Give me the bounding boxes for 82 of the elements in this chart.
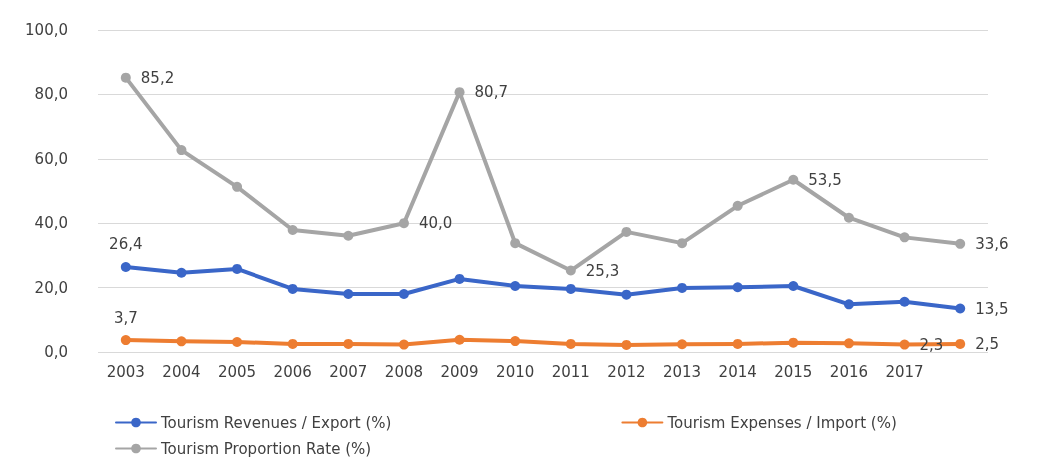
point — [565, 338, 576, 349]
point — [899, 296, 910, 307]
point — [788, 280, 799, 291]
point — [454, 273, 465, 284]
x-tick-label: 2008 — [384, 362, 424, 381]
point — [955, 238, 966, 249]
y-tick-label: 60,0 — [34, 149, 68, 168]
data-label: 25,3 — [585, 261, 620, 280]
data-label: 85,2 — [140, 68, 175, 87]
point — [120, 72, 131, 83]
x-tick-label: 2013 — [662, 362, 702, 381]
point — [287, 224, 298, 235]
x-tick-label: 2006 — [273, 362, 312, 381]
point — [788, 337, 799, 348]
point — [454, 334, 465, 345]
x-tick-label: 2004 — [162, 362, 201, 381]
legend-label: Tourism Revenues / Export (%) — [160, 413, 392, 432]
data-label: 3,7 — [113, 308, 138, 327]
point — [176, 145, 187, 156]
point — [232, 181, 243, 192]
x-tick-label: 2014 — [718, 362, 757, 381]
x-tick-label: 2017 — [885, 362, 924, 381]
x-tick-label: 2003 — [106, 362, 145, 381]
data-label: 26,4 — [109, 235, 143, 254]
point — [232, 263, 243, 274]
x-tick-label: 2011 — [551, 362, 590, 381]
point — [398, 218, 409, 229]
point — [677, 238, 688, 249]
y-tick-label: 0,0 — [44, 343, 68, 361]
x-tick-label: 2015 — [774, 362, 813, 381]
point — [732, 338, 743, 349]
point — [843, 338, 854, 349]
point — [343, 230, 354, 241]
x-tick-label: 2012 — [607, 362, 646, 381]
y-tick-label: 40,0 — [34, 214, 68, 233]
point — [732, 282, 743, 293]
point — [510, 280, 521, 291]
y-tick-label: 80,0 — [34, 85, 68, 104]
point — [899, 339, 910, 350]
point — [343, 338, 354, 349]
point — [565, 283, 576, 294]
point — [287, 283, 298, 294]
point — [899, 232, 910, 243]
y-tick-label: 20,0 — [34, 278, 68, 297]
point — [732, 200, 743, 211]
data-label: 33,6 — [975, 234, 1009, 253]
point — [120, 261, 131, 272]
point — [510, 336, 521, 347]
data-label: 80,7 — [474, 83, 508, 102]
point — [955, 303, 966, 314]
data-label: 2,3 — [919, 335, 944, 354]
point — [232, 337, 243, 348]
point — [398, 289, 409, 300]
data-label: 2,5 — [975, 334, 1000, 353]
point — [621, 289, 632, 300]
point — [843, 299, 854, 310]
point — [843, 212, 854, 223]
legend-label: Tourism Expenses / Import (%) — [666, 413, 897, 432]
point — [176, 336, 187, 347]
data-label: 40,0 — [418, 214, 453, 233]
point — [955, 338, 966, 349]
x-tick-label: 2009 — [440, 362, 479, 381]
point — [565, 265, 576, 276]
x-tick-label: 2016 — [829, 362, 869, 381]
point — [621, 339, 632, 350]
y-tick-label: 100,0 — [25, 21, 68, 39]
x-tick-label: 2005 — [217, 362, 257, 381]
x-tick-label: 2007 — [329, 362, 368, 381]
legend-label: Tourism Proportion Rate (%) — [160, 439, 372, 458]
point — [677, 339, 688, 350]
point — [788, 174, 799, 185]
point — [677, 282, 688, 293]
point — [287, 338, 298, 349]
point — [398, 339, 409, 350]
data-label: 13,5 — [975, 299, 1009, 318]
x-tick-label: 2010 — [496, 362, 535, 381]
point — [120, 335, 131, 346]
point — [343, 289, 354, 300]
data-label: 53,5 — [808, 170, 842, 189]
point — [510, 238, 521, 249]
point — [621, 226, 632, 237]
point — [176, 267, 187, 278]
